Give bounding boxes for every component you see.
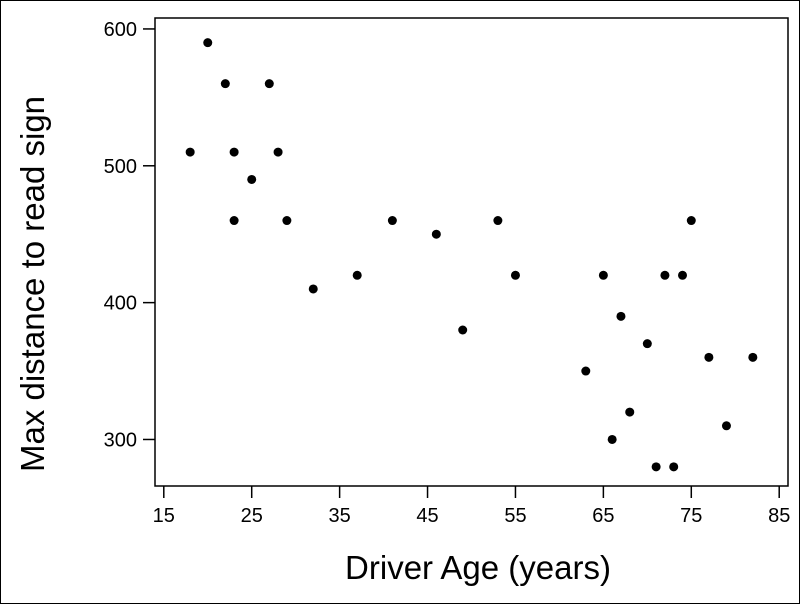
x-axis: 15 25 35 45 55 65 75 85	[153, 486, 790, 527]
y-axis: 300 400 500 600	[104, 19, 155, 451]
data-point	[748, 352, 758, 362]
data-point	[273, 147, 283, 157]
data-point	[308, 284, 318, 294]
data-point	[185, 147, 195, 157]
data-point	[721, 421, 731, 431]
data-point	[203, 38, 213, 48]
y-axis-title: Max distance to read sign	[14, 96, 51, 472]
data-point	[625, 407, 635, 417]
data-point	[387, 216, 397, 226]
x-axis-title: Driver Age (years)	[345, 549, 611, 586]
x-tick-label: 35	[329, 505, 351, 527]
y-tick-label: 400	[104, 293, 137, 315]
data-point	[642, 339, 652, 349]
data-point	[607, 434, 617, 444]
x-tick-label: 15	[153, 505, 175, 527]
data-point	[220, 79, 230, 89]
x-tick-label: 25	[241, 505, 263, 527]
data-point	[510, 270, 520, 280]
data-point	[264, 79, 274, 89]
x-tick-label: 75	[680, 505, 702, 527]
data-point	[229, 216, 239, 226]
data-point	[431, 229, 441, 239]
y-tick-label: 300	[104, 429, 137, 451]
data-point	[598, 270, 608, 280]
data-point	[458, 325, 468, 335]
data-points	[185, 38, 758, 472]
data-point	[493, 216, 503, 226]
data-point	[352, 270, 362, 280]
data-point	[651, 462, 661, 472]
data-point	[660, 270, 670, 280]
data-point	[247, 174, 257, 184]
data-point	[686, 216, 696, 226]
x-tick-label: 55	[504, 505, 526, 527]
x-tick-label: 65	[592, 505, 614, 527]
data-point	[704, 352, 714, 362]
data-point	[229, 147, 239, 157]
x-tick-label: 45	[416, 505, 438, 527]
x-tick-label: 85	[768, 505, 790, 527]
y-tick-label: 600	[104, 19, 137, 41]
data-point	[581, 366, 591, 376]
plot-area	[154, 17, 789, 487]
y-tick-label: 500	[104, 156, 137, 178]
data-point	[678, 270, 687, 280]
data-point	[282, 216, 292, 226]
data-point	[669, 462, 679, 472]
data-point	[616, 311, 626, 321]
